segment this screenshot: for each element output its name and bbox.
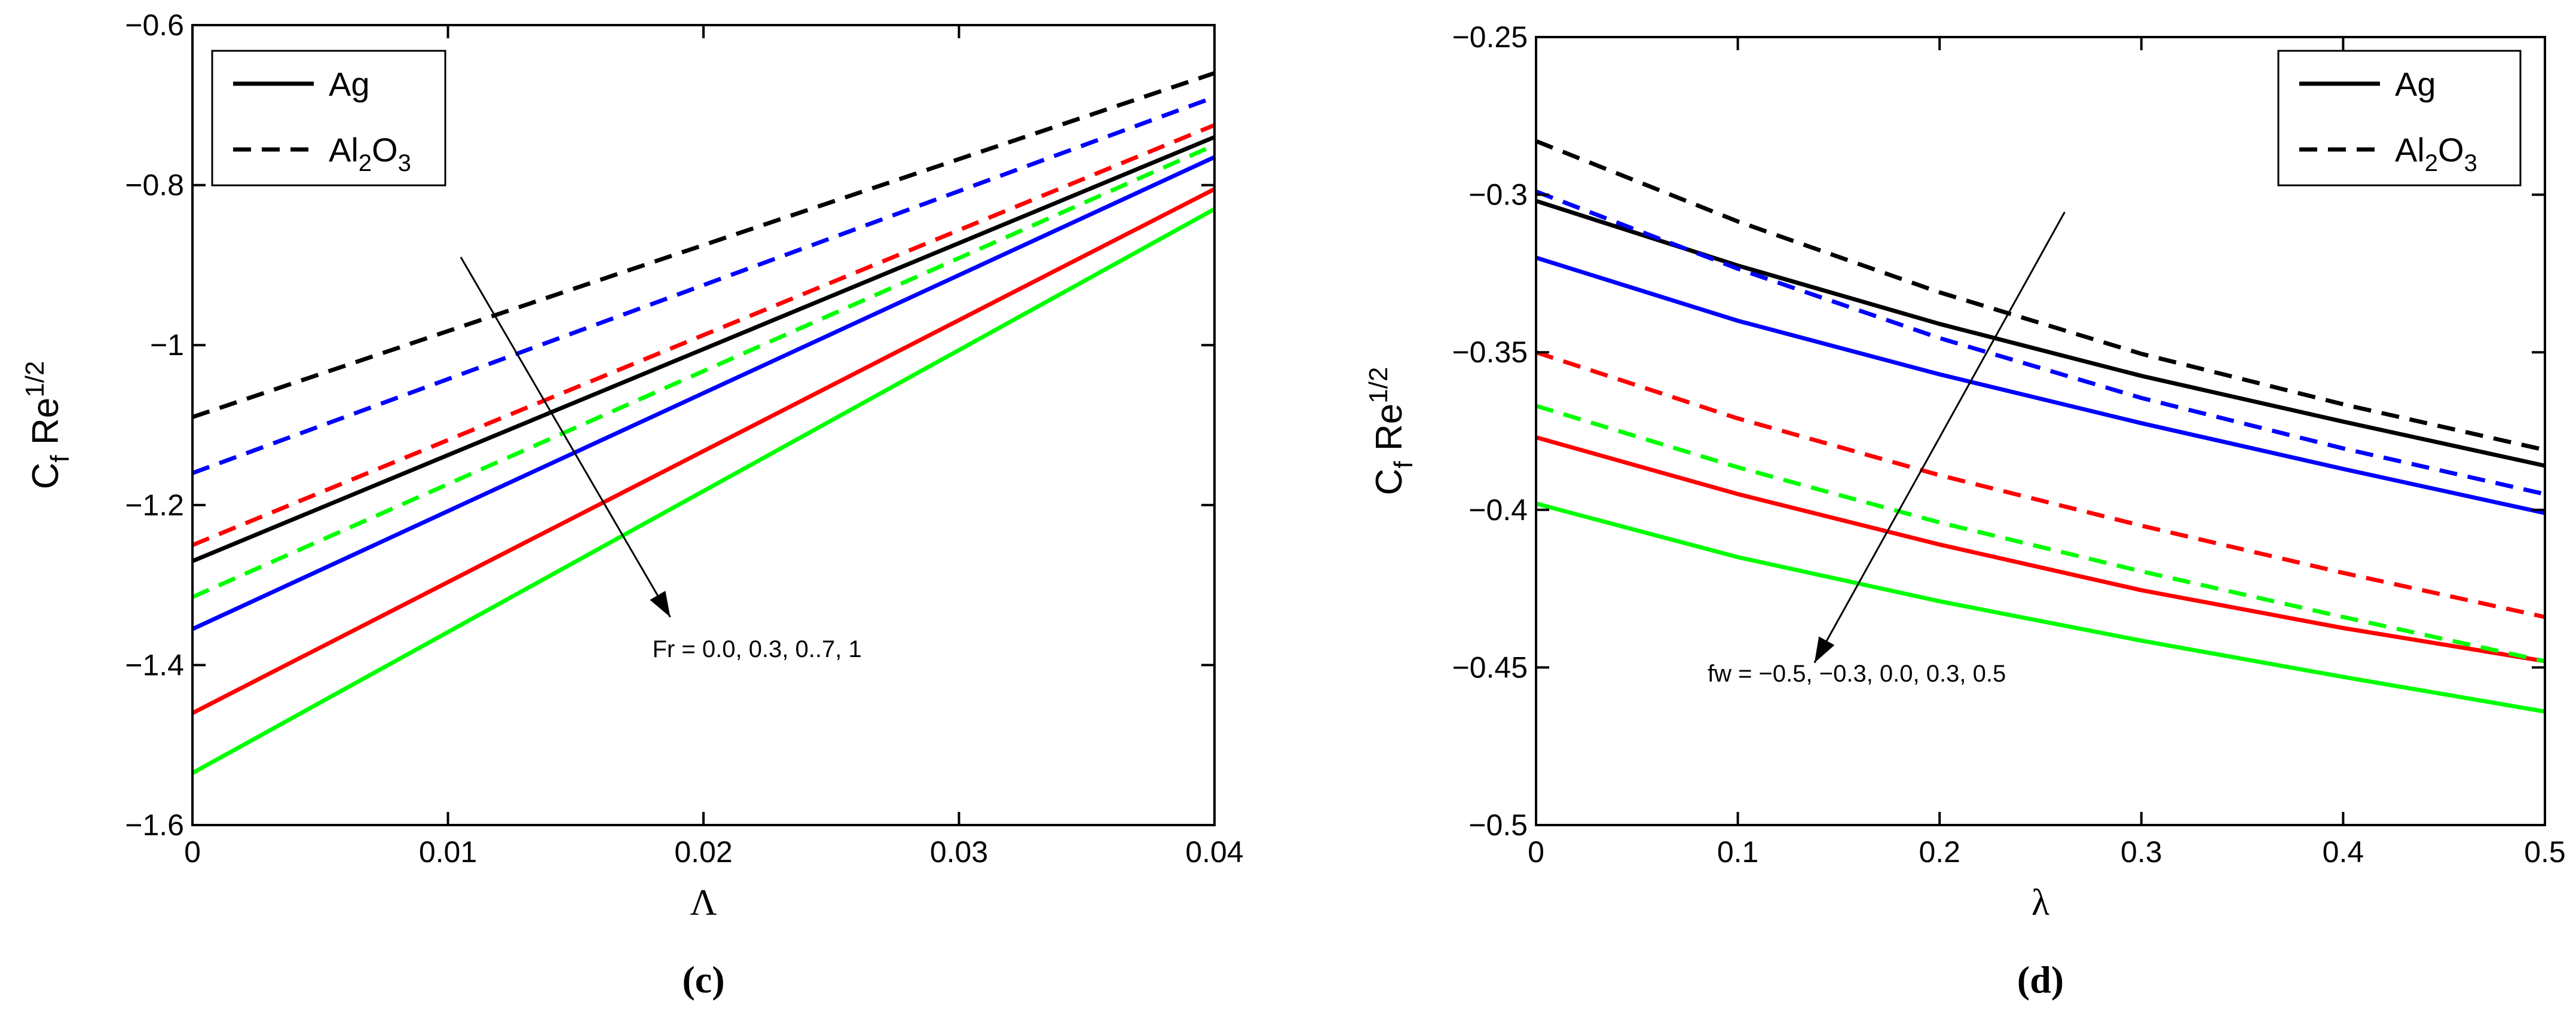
axes-frame: [1535, 36, 2546, 826]
x-axis-label: Λ: [690, 882, 717, 923]
series-line-6: [191, 123, 1216, 547]
y-tick-label: −0.3: [1468, 178, 1528, 212]
series-line-5: [191, 95, 1216, 475]
y-axis-label-part: 1/2: [20, 361, 50, 398]
x-tick-label: 0.02: [674, 835, 732, 869]
annotation-label: Fr = 0.0, 0.3, 0..7, 1: [653, 636, 862, 662]
annotation-arrow-shaft: [1813, 211, 2066, 664]
y-tick-label: −0.35: [1452, 335, 1528, 369]
legend-label-part: O: [372, 131, 398, 169]
legend-label-part: Al: [329, 131, 359, 169]
series-line-5: [1535, 190, 2546, 496]
x-tick-label: 0.5: [2524, 835, 2566, 869]
x-tick-label: 0: [184, 835, 201, 869]
y-axis-label-part: Re: [25, 398, 66, 455]
x-tick-label: 0.01: [419, 835, 477, 869]
y-tick-label: −1.6: [125, 808, 184, 842]
chart-panel-c: 0 0.01 0.02 0.03 0.04 −1.6 −1.4 −1.2 −1 −0.8 −0.6 Λ…: [20, 8, 1244, 1001]
series-line-7: [191, 143, 1216, 599]
x-tick-label: 0: [1528, 835, 1544, 869]
legend-label-sub: 3: [2464, 150, 2477, 176]
y-tick-label: −0.4: [1468, 493, 1528, 527]
y-tick-label: −1: [150, 328, 184, 362]
y-axis-label-part: Re: [1369, 404, 1410, 461]
series-line-6: [1535, 350, 2546, 619]
x-tick-label: 0.03: [930, 835, 988, 869]
series-line-2: [191, 187, 1216, 715]
x-tick-label: 0.2: [1919, 835, 1960, 869]
series-line-3: [1535, 501, 2546, 714]
series-line-1: [191, 155, 1216, 631]
legend-label-part: Ag: [2395, 65, 2436, 103]
legend-box: [211, 50, 446, 187]
x-tick-label: 0.4: [2323, 835, 2364, 869]
legend-label: Ag: [329, 65, 370, 103]
x-axis-label: λ: [2032, 882, 2049, 923]
series-line-7: [1535, 404, 2546, 664]
series-line-4: [191, 71, 1216, 419]
y-axis-label-part: f: [1389, 461, 1418, 469]
y-tick-label: −1.4: [125, 648, 184, 682]
legend-label-part: Al: [2395, 131, 2425, 169]
annotation-arrow-shaft: [460, 256, 671, 618]
series-line-2: [1535, 435, 2546, 664]
legend-label-sub: 2: [2425, 150, 2438, 176]
series-line-1: [1535, 255, 2546, 515]
series-line-4: [1535, 139, 2546, 453]
annotation-arrow-head: [1814, 636, 1835, 663]
legend-label: Al2O3: [329, 131, 411, 176]
legend-label-sub: 2: [359, 150, 372, 176]
legend-label-part: Ag: [329, 65, 370, 103]
y-tick-label: −0.25: [1452, 20, 1528, 54]
legend-label: Ag: [2395, 65, 2436, 103]
y-axis-label-part: C: [1369, 469, 1410, 496]
y-axis-label-part: 1/2: [1364, 367, 1393, 404]
panel-label: (c): [682, 958, 724, 1001]
y-axis-label: Cf Re1/2: [20, 361, 75, 490]
chart-panel-d: 0 0.1 0.2 0.3 0.4 0.5 −0.5 −0.45 −0.4 −0.35 −0.3 −0…: [1364, 20, 2566, 1001]
series-line-0: [191, 135, 1216, 563]
x-tick-label: 0.04: [1185, 835, 1243, 869]
y-tick-label: −0.45: [1452, 650, 1528, 684]
y-axis-label-part: f: [45, 455, 75, 463]
y-tick-label: −0.8: [125, 169, 184, 202]
y-tick-label: −1.2: [125, 488, 184, 522]
legend-box: [2277, 50, 2522, 187]
y-axis-label: Cf Re1/2: [1364, 367, 1418, 496]
y-axis-label-part: C: [25, 463, 66, 490]
x-tick-label: 0.3: [2121, 835, 2162, 869]
panel-label: (d): [2017, 958, 2064, 1001]
y-tick-label: −0.6: [125, 8, 184, 42]
legend-label-part: O: [2438, 131, 2464, 169]
legend-label-sub: 3: [398, 150, 411, 176]
legend-label: Al2O3: [2395, 131, 2477, 176]
series-line-3: [191, 207, 1216, 775]
x-tick-label: 0.1: [1717, 835, 1759, 869]
annotation-arrow-head: [650, 591, 671, 618]
annotation-label: fw = −0.5, −0.3, 0.0, 0.3, 0.5: [1708, 661, 2006, 687]
y-tick-label: −0.5: [1468, 808, 1528, 842]
